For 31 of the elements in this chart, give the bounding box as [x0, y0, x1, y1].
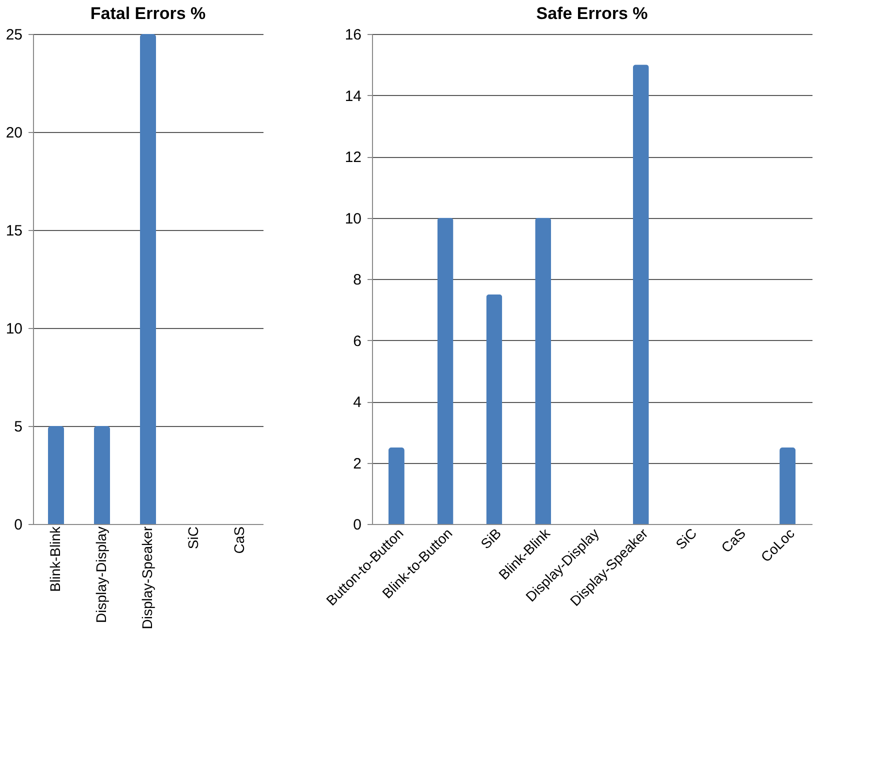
bar: [486, 294, 502, 524]
chart-title: Safe Errors %: [536, 4, 648, 23]
y-tick-label: 0: [353, 516, 362, 534]
x-tick-label: SiC: [185, 526, 201, 550]
y-tick-label: 10: [344, 210, 362, 228]
y-tick-label: 15: [6, 222, 22, 240]
y-tick-label: 10: [6, 320, 22, 338]
y-tick-label: 14: [344, 88, 362, 105]
y-tick-label: 4: [353, 394, 362, 411]
y-tick-label: 2: [353, 455, 362, 472]
x-tick-label: Display-Display: [93, 526, 109, 623]
y-tick-label: 16: [344, 26, 362, 44]
bar: [437, 218, 454, 524]
y-tick-label: 25: [6, 26, 22, 44]
bar: [535, 218, 552, 524]
y-tick-label: 12: [344, 149, 362, 166]
x-tick-label: Blink-Blink: [47, 526, 63, 592]
x-tick-label: SiC: [672, 525, 700, 552]
y-tick-label: 5: [14, 418, 22, 436]
bar: [632, 64, 649, 524]
x-tick-label: SiB: [477, 525, 504, 552]
x-tick-label: Display-Speaker: [139, 526, 155, 630]
y-tick-label: 8: [353, 272, 362, 288]
bar: [388, 447, 404, 524]
bar: [780, 447, 796, 524]
chart-title: Fatal Errors %: [90, 4, 206, 23]
y-tick-label: 0: [14, 516, 22, 534]
x-tick-label: CaS: [231, 526, 247, 554]
x-tick-label: CaS: [718, 525, 749, 556]
y-tick-label: 20: [6, 124, 22, 142]
y-tick-label: 6: [353, 332, 362, 350]
